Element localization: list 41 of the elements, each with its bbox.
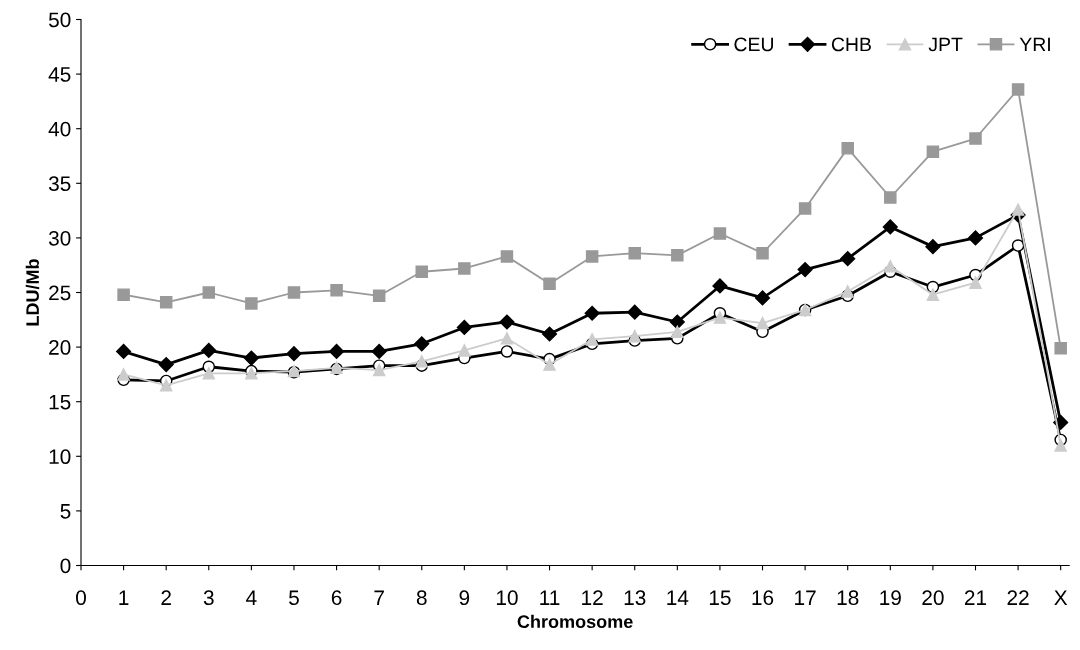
x-tick-label: 6 (331, 590, 342, 606)
x-tick-label: 15 (709, 590, 731, 606)
x-axis-title: Chromosome (517, 614, 633, 629)
x-tick-label: 9 (459, 590, 470, 606)
y-tick-label: 10 (49, 449, 71, 465)
y-tick-label: 15 (49, 394, 71, 410)
legend-label: CHB (831, 37, 871, 52)
legend-label: CEU (734, 37, 773, 52)
y-tick-label: 40 (48, 121, 71, 137)
legend-label: YRI (1019, 37, 1050, 52)
x-tick-label: X (1054, 590, 1068, 605)
x-tick-label: 18 (837, 590, 859, 606)
y-tick-label: 5 (60, 504, 71, 519)
x-tick-label: 8 (416, 590, 427, 606)
x-tick-label: 1 (119, 590, 129, 605)
x-tick-label: 13 (624, 590, 646, 606)
x-tick-label: 16 (752, 590, 774, 606)
x-tick-label: 0 (76, 590, 86, 606)
y-axis-title: LDU/Mb (25, 259, 40, 326)
legend-label: JPT (928, 37, 963, 52)
x-tick-label: 20 (922, 590, 944, 606)
y-tick-label: 0 (60, 558, 71, 574)
y-tick-label: 30 (48, 230, 71, 246)
x-tick-label: 7 (374, 590, 384, 605)
y-tick-label: 25 (49, 285, 71, 301)
x-tick-label: 11 (540, 590, 560, 605)
x-tick-label: 17 (795, 590, 816, 605)
x-tick-label: 14 (667, 590, 689, 605)
y-tick-label: 20 (49, 340, 71, 355)
x-tick-label: 12 (582, 590, 603, 605)
x-tick-label: 22 (1007, 590, 1029, 605)
x-tick-label: 21 (964, 590, 987, 605)
x-tick-label: 10 (496, 590, 518, 606)
x-tick-label: 5 (289, 590, 299, 606)
y-tick-label: 45 (48, 67, 71, 82)
x-tick-label: 2 (161, 590, 171, 605)
x-tick-label: 3 (203, 590, 214, 606)
y-tick-label: 35 (48, 176, 71, 192)
x-tick-label: 19 (880, 590, 901, 606)
y-tick-label: 50 (48, 12, 71, 28)
x-tick-label: 4 (246, 590, 257, 605)
